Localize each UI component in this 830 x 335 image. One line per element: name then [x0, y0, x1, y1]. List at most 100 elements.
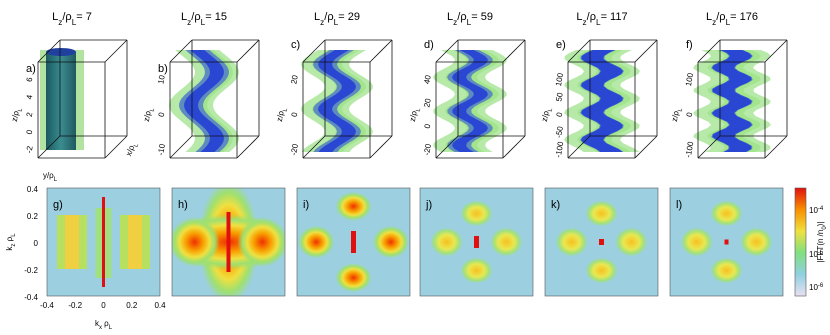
spectral-peak — [430, 227, 463, 257]
column-title: Lz/ρL= 176 — [706, 11, 758, 27]
text-part: L — [72, 18, 77, 27]
panel-label: e) — [556, 39, 566, 51]
panel-label: h) — [178, 199, 188, 211]
text-part: = 59 — [471, 11, 493, 23]
text-part: x/ρ — [124, 144, 136, 158]
text-part: L — [150, 107, 157, 112]
center-peak — [599, 239, 604, 245]
text-part: z/ρ — [540, 110, 551, 123]
x-tick-label: -0.2 — [68, 301, 82, 310]
isosurface — [564, 50, 640, 152]
spectral-peak — [710, 200, 743, 227]
text-part: 0 — [822, 226, 828, 230]
panel-label: j) — [425, 199, 432, 211]
z-tick-label: 40 — [422, 74, 433, 85]
spectral-peak — [372, 225, 409, 259]
cylinder-top — [46, 48, 76, 56]
box-edge — [634, 39, 658, 63]
spectrum — [57, 197, 150, 287]
box-edge — [697, 135, 721, 159]
panel-3d: e) 100 50 0 -50 -100 z/ρL — [540, 39, 658, 159]
heatmap-frame — [544, 187, 659, 297]
isosurface — [169, 50, 239, 152]
z-axis-label: z/ρL — [142, 106, 156, 123]
center-peak — [724, 239, 729, 245]
text-part: z/ρ — [142, 110, 153, 123]
colorbar-tick-label: 10-5 — [809, 250, 824, 259]
z-tick-label: 10 — [156, 74, 167, 85]
text-part: 10 — [809, 283, 818, 292]
text-part: L — [109, 325, 113, 331]
spectral-peak — [680, 227, 713, 257]
heatmap-frame — [46, 187, 161, 297]
z-axis-label: z/ρL — [540, 106, 554, 123]
box-edge — [104, 135, 128, 159]
y-tick-label: 0 — [34, 239, 39, 248]
panel-label: g) — [53, 199, 63, 211]
text-part: /ρ — [716, 11, 725, 23]
cylinder — [46, 52, 76, 150]
colorbar-tick-label: 10-4 — [809, 206, 824, 215]
column-title: Lz/ρL= 15 — [181, 11, 227, 27]
box-edge — [567, 135, 591, 159]
panel-label: a) — [26, 63, 36, 75]
x-tick-label: 0.4 — [154, 301, 166, 310]
spectral-peak — [172, 217, 220, 267]
text-part: x — [99, 325, 102, 331]
box-edge — [169, 39, 193, 63]
surface-blue — [723, 50, 747, 152]
spectral-peak — [460, 200, 493, 227]
center-peak — [102, 197, 105, 287]
box-edge — [567, 39, 591, 63]
band — [65, 215, 79, 269]
center-peak — [351, 231, 356, 253]
text-part: L — [181, 11, 187, 23]
y-tick-label: -0.2 — [24, 266, 38, 275]
box-edge — [369, 39, 393, 63]
panel-label: f) — [686, 39, 693, 51]
box-edge — [37, 135, 61, 159]
x-axis-label: x/ρL — [124, 140, 140, 158]
surface-blue — [319, 50, 349, 152]
surface-blue — [580, 50, 606, 152]
text-part: L — [576, 11, 582, 23]
z-tick-label: 100 — [554, 72, 565, 87]
z-tick-label: 0 — [423, 123, 433, 129]
text-part: z/ρ — [10, 110, 21, 123]
spectral-peak — [585, 200, 618, 227]
box-edge — [502, 39, 526, 63]
z-tick-label: 50 — [554, 91, 565, 102]
text-part: )| — [816, 222, 825, 227]
y-tick-label: 0.4 — [27, 185, 39, 194]
box-edge — [104, 39, 128, 63]
box-edge — [302, 39, 326, 63]
column-title: Lz/ρL= 29 — [314, 11, 360, 27]
text-part: z — [453, 18, 457, 27]
text-part: |FFT(n /n — [816, 230, 825, 263]
text-part: = 176 — [730, 11, 758, 23]
text-part: z — [712, 18, 716, 27]
z-tick-label: 100 — [684, 72, 695, 87]
spectral-peak — [585, 257, 618, 284]
z-tick-label: 6 — [25, 76, 35, 82]
panel-3d: f) 100 0 -100 z/ρL — [670, 39, 788, 159]
column-title: Lz/ρL= 59 — [447, 11, 493, 27]
text-part: -5 — [818, 250, 824, 256]
text-part: z — [320, 18, 324, 27]
column-title: Lz/ρL= 117 — [576, 11, 627, 27]
box-edge — [502, 135, 526, 159]
box-edge — [369, 135, 393, 159]
text-part: L — [706, 11, 712, 23]
panel-label: l) — [676, 199, 682, 211]
surface-blue — [197, 50, 229, 152]
text-part: L — [334, 18, 339, 27]
colorbar-label: |FFT(n /n0)| — [816, 222, 828, 263]
heatmap-frame — [669, 187, 784, 297]
spectral-peak — [740, 227, 773, 257]
text-part: L — [18, 107, 25, 112]
box-edge — [435, 135, 459, 159]
surface-blue — [325, 50, 355, 152]
text-part: L — [52, 11, 58, 23]
text-part: -4 — [818, 206, 824, 212]
text-part: /ρ — [62, 11, 71, 23]
